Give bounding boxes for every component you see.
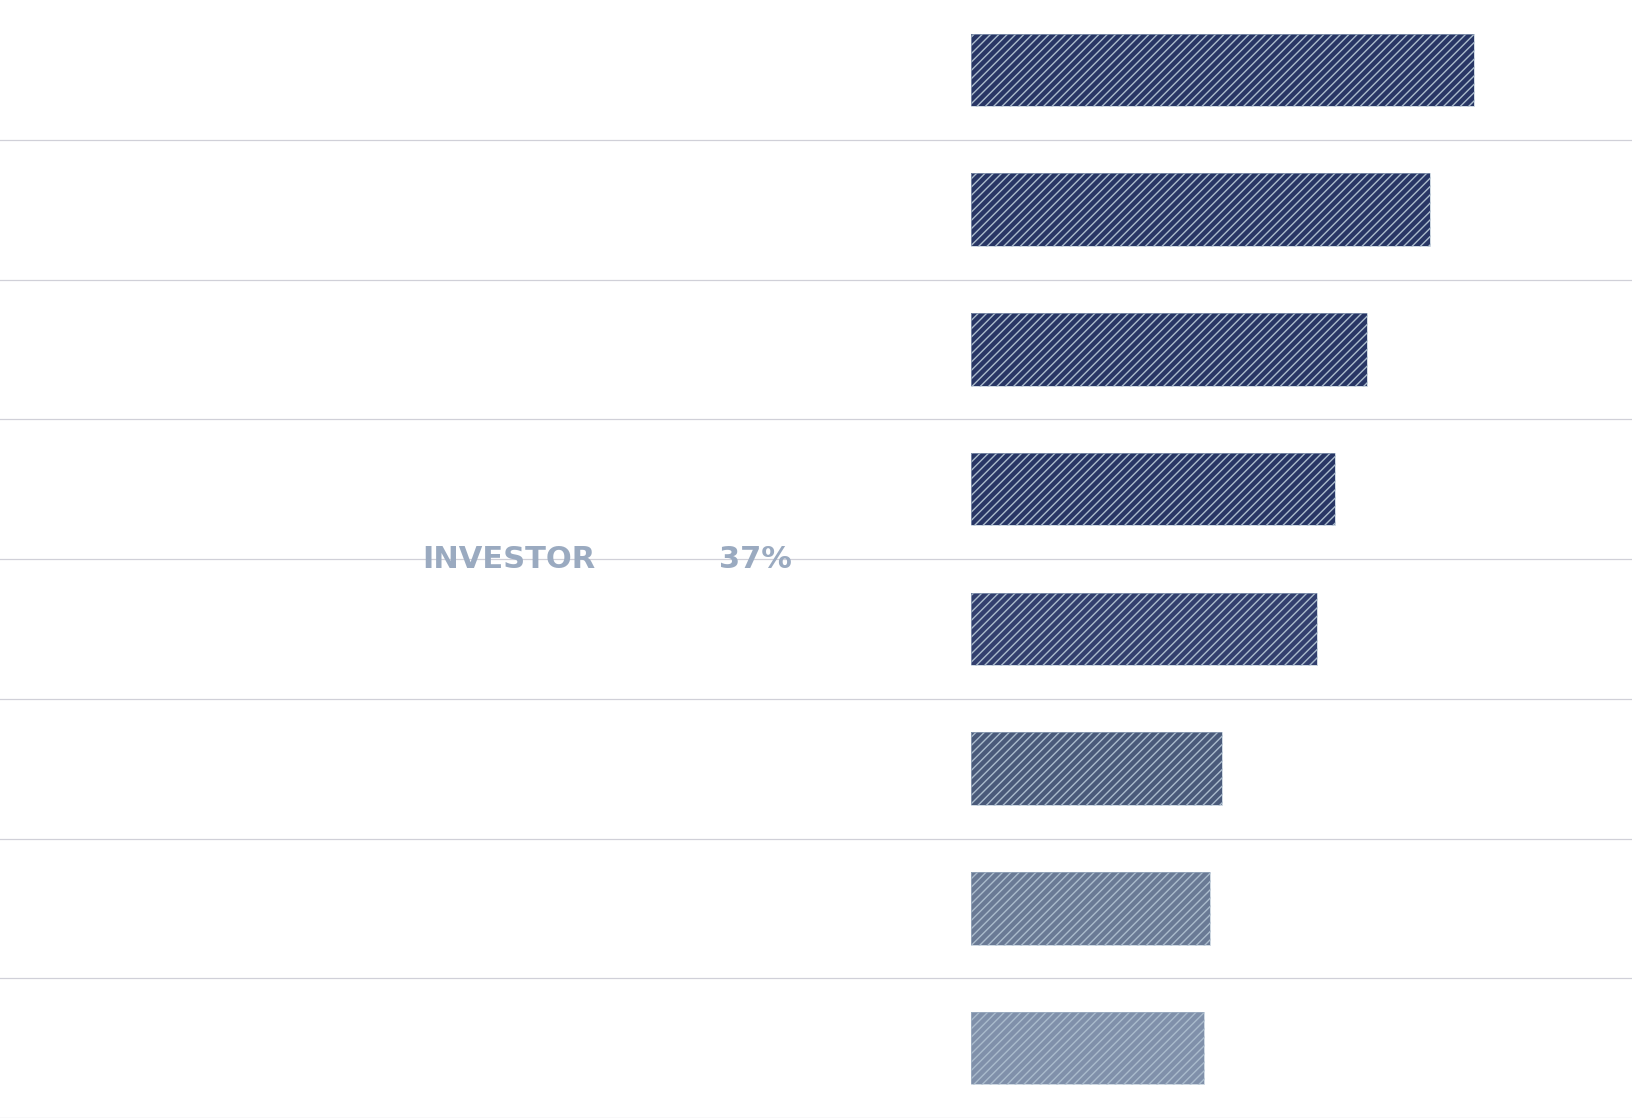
Text: INVESTOR: INVESTOR xyxy=(423,544,596,574)
Text: 37%: 37% xyxy=(718,544,792,574)
FancyBboxPatch shape xyxy=(971,313,1368,386)
FancyBboxPatch shape xyxy=(971,34,1474,106)
FancyBboxPatch shape xyxy=(971,453,1335,525)
FancyBboxPatch shape xyxy=(971,872,1209,945)
FancyBboxPatch shape xyxy=(971,1012,1203,1084)
FancyBboxPatch shape xyxy=(971,593,1317,665)
FancyBboxPatch shape xyxy=(971,173,1430,246)
FancyBboxPatch shape xyxy=(971,732,1222,805)
